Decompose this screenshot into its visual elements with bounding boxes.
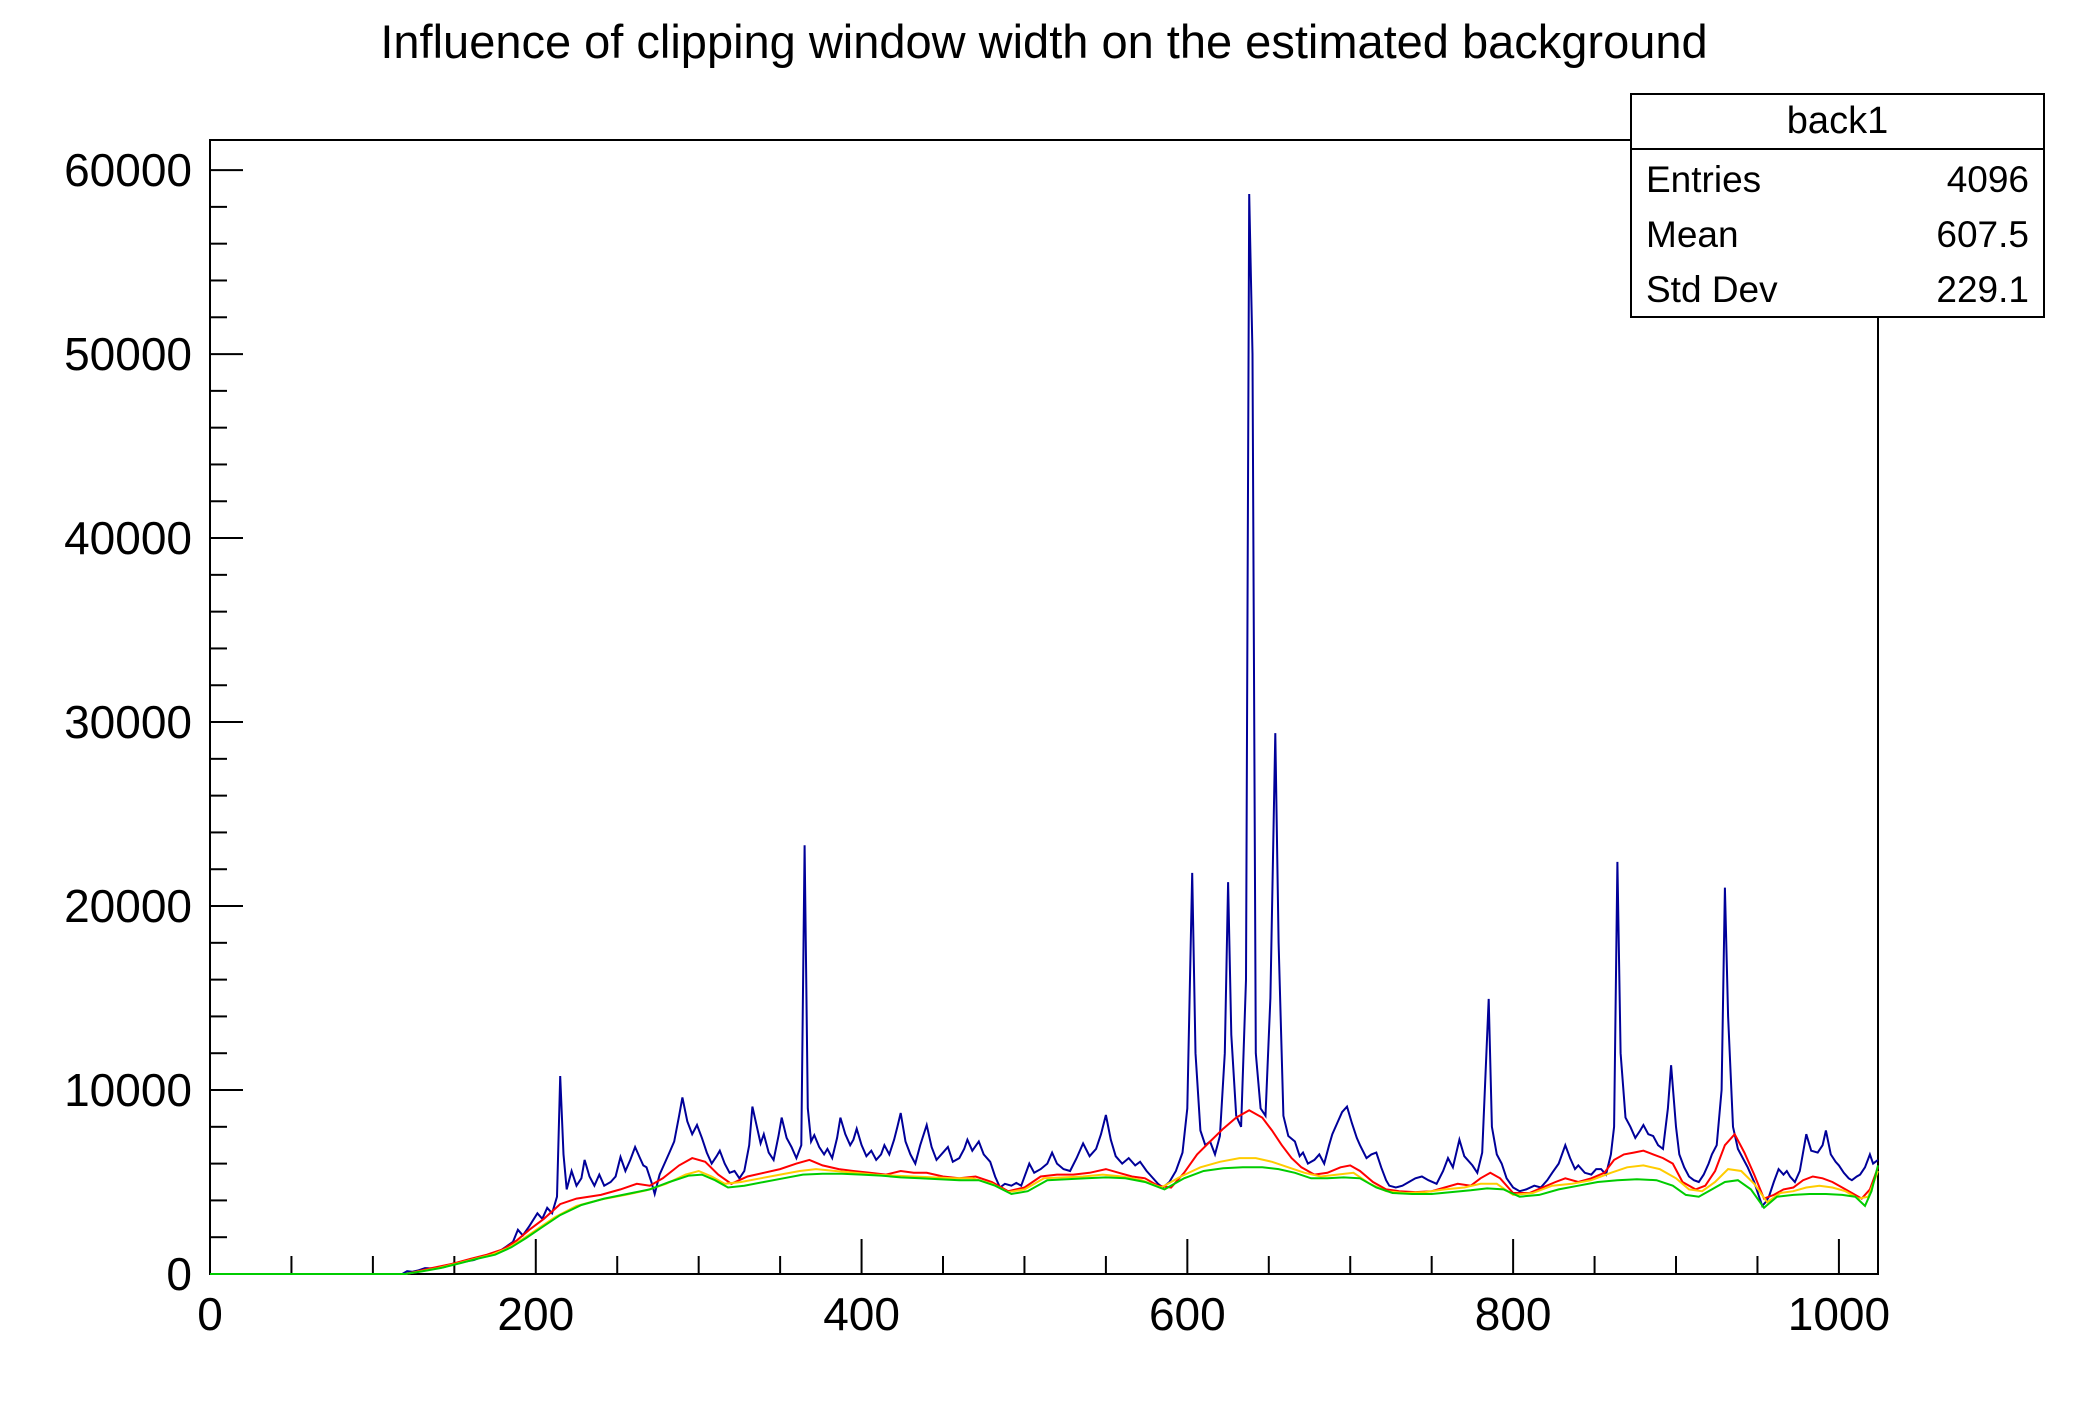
plot-frame [209, 139, 1879, 1275]
stats-row-label: Mean [1646, 214, 1739, 255]
y-tick-label: 50000 [64, 328, 192, 381]
x-tick-label: 600 [1148, 1288, 1226, 1340]
stats-row-label: Std Dev [1646, 269, 1778, 310]
stats-row: Mean 607.5 [1646, 207, 2029, 262]
y-tick-label: 40000 [64, 512, 192, 565]
y-tick-label: 30000 [64, 696, 192, 749]
stats-row-label: Entries [1646, 159, 1762, 200]
y-tick-label: 0 [166, 1248, 192, 1300]
stats-row-value: 229.1 [1936, 269, 2029, 310]
stats-box: back1 Entries 4096 Mean 607.5 Std Dev 229.1 [1630, 93, 2045, 318]
x-tick-label: 800 [1474, 1288, 1552, 1340]
stats-row-value: 607.5 [1936, 214, 2029, 255]
stats-rows: Entries 4096 Mean 607.5 Std Dev 229.1 [1632, 150, 2043, 317]
series-background-red [210, 1109, 1879, 1275]
chart-title: Influence of clipping window width on th… [380, 15, 1708, 68]
x-tick-label: 200 [497, 1288, 575, 1340]
stats-title: back1 [1632, 95, 2043, 150]
y-tick-label: 10000 [64, 1064, 192, 1116]
x-tick-label: 0 [197, 1288, 223, 1340]
stats-row-value: 4096 [1946, 159, 2029, 200]
y-tick-label: 20000 [64, 880, 192, 933]
series-spectrum-blue [210, 193, 1879, 1275]
series-background-green [210, 1165, 1879, 1275]
stats-row: Entries 4096 [1646, 152, 2029, 207]
x-tick-label: 1000 [1787, 1288, 1891, 1340]
y-tick-label: 60000 [64, 144, 192, 197]
plot-area [209, 139, 1879, 1275]
stats-row: Std Dev 229.1 [1646, 262, 2029, 317]
x-tick-label: 400 [823, 1288, 900, 1340]
